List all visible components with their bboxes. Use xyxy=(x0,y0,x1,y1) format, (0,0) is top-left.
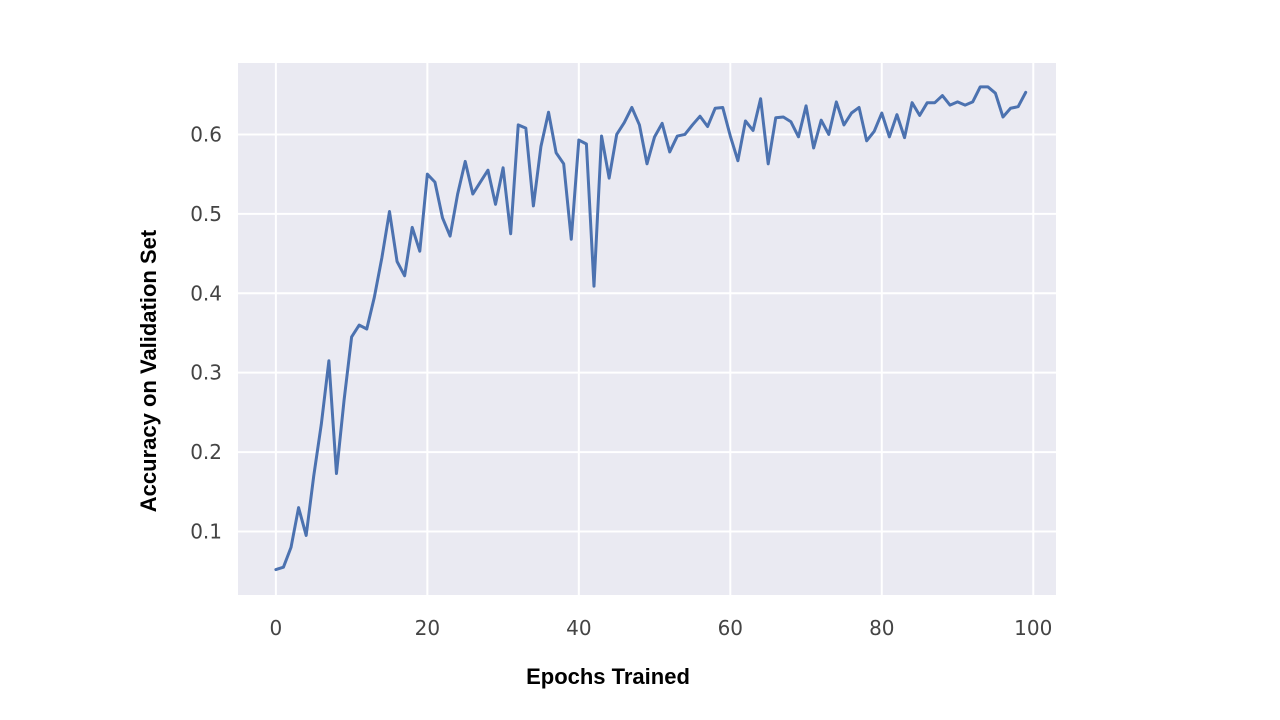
y-axis-title: Accuracy on Validation Set xyxy=(136,229,161,512)
x-tick-label: 80 xyxy=(869,616,894,640)
x-axis-title: Epochs Trained xyxy=(526,664,690,689)
x-tick-label: 60 xyxy=(718,616,743,640)
x-tick-label: 20 xyxy=(415,616,440,640)
x-tick-label: 40 xyxy=(566,616,591,640)
y-tick-label: 0.5 xyxy=(190,202,222,226)
y-tick-label: 0.2 xyxy=(190,440,222,464)
y-tick-label: 0.3 xyxy=(190,361,222,385)
tick-labels: 0 20 40 60 80 100 0.1 0.2 0.3 0.4 0.5 0.6 xyxy=(190,122,1052,640)
y-tick-label: 0.6 xyxy=(190,122,222,146)
series-line xyxy=(274,85,1028,572)
y-tick-label: 0.4 xyxy=(190,281,222,305)
x-tick-label: 0 xyxy=(270,616,283,640)
x-tick-label: 100 xyxy=(1014,616,1052,640)
y-tick-label: 0.1 xyxy=(190,519,222,543)
plot-area xyxy=(238,63,1056,595)
